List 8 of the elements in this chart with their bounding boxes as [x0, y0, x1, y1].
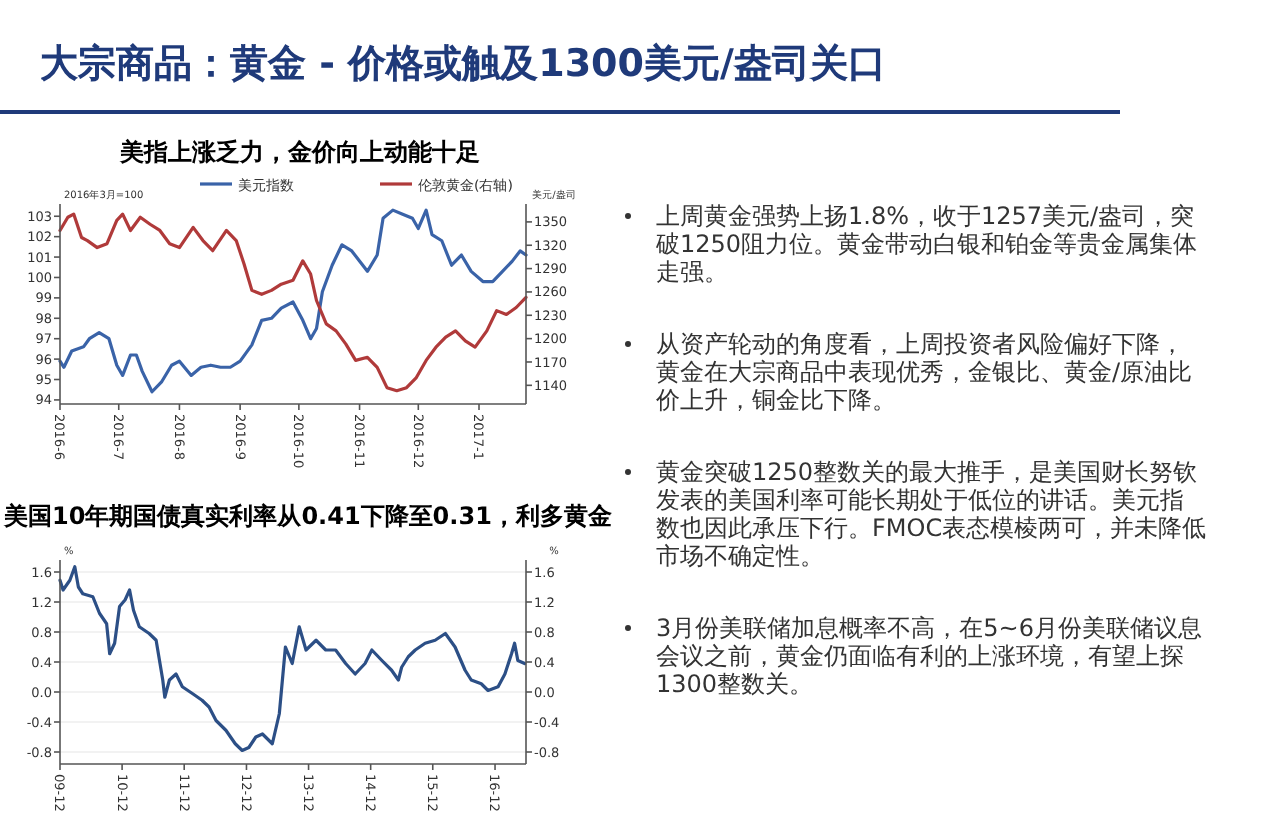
- chart-title: 美指上涨乏力，金价向上动能十足: [118, 138, 480, 166]
- text: 大宗商品：黄金 - 价格或触及1300美元/盎司关口: [40, 42, 886, 86]
- text: 3月份美联储加息概率不高，在5~6月份美联储议息会议之前，黄金仍面临有利的上涨环境，有望上探1300整数关。: [656, 614, 1202, 698]
- text: 上周黄金强势上扬1.8%，收于1257美元/盎司，突破1250阻力位。黄金带动白银和铂金等贵金属集体走强。: [654, 202, 1198, 286]
- text: 从资产轮动的角度看，上周投资者风险偏好下降，黄金在大宗商品中表现优秀，金银比、黄金/原油比价上升，铜金比下降。: [654, 330, 1193, 414]
- line-series: [58, 565, 527, 753]
- chart-title: 美国10年期国债真实利率从0.41下降至0.31，利多黄金: [2, 502, 614, 530]
- text: 黄金突破1250整数关的最大推手，是美国财长努钦发表的美国利率可能长期处于低位的讲话。美元指数也因此承压下行。FMOC表态模棱两可，并未降低市场不确定性。: [656, 458, 1207, 570]
